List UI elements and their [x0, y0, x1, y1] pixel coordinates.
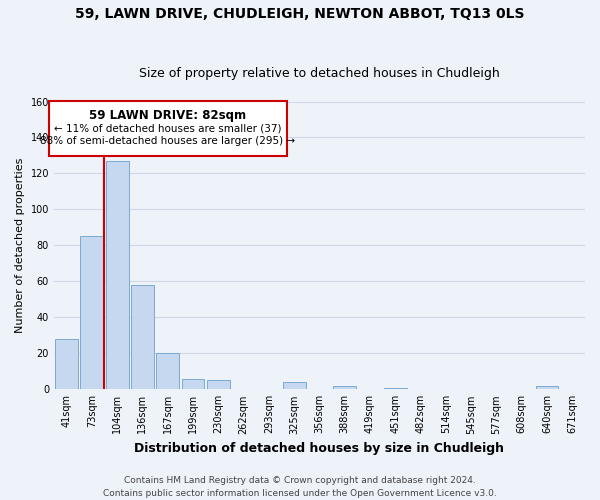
Title: Size of property relative to detached houses in Chudleigh: Size of property relative to detached ho…	[139, 66, 500, 80]
Y-axis label: Number of detached properties: Number of detached properties	[15, 158, 25, 333]
Bar	[182, 378, 205, 390]
Bar	[80, 236, 103, 390]
Text: 88% of semi-detached houses are larger (295) →: 88% of semi-detached houses are larger (…	[40, 136, 295, 145]
Text: ← 11% of detached houses are smaller (37): ← 11% of detached houses are smaller (37…	[54, 123, 281, 133]
Text: Contains HM Land Registry data © Crown copyright and database right 2024.
Contai: Contains HM Land Registry data © Crown c…	[103, 476, 497, 498]
Bar	[536, 386, 559, 390]
Bar	[55, 339, 78, 390]
Bar	[157, 354, 179, 390]
X-axis label: Distribution of detached houses by size in Chudleigh: Distribution of detached houses by size …	[134, 442, 505, 455]
Text: 59, LAWN DRIVE, CHUDLEIGH, NEWTON ABBOT, TQ13 0LS: 59, LAWN DRIVE, CHUDLEIGH, NEWTON ABBOT,…	[75, 8, 525, 22]
Bar	[384, 388, 407, 390]
Bar	[207, 380, 230, 390]
Text: 59 LAWN DRIVE: 82sqm: 59 LAWN DRIVE: 82sqm	[89, 108, 246, 122]
Bar	[131, 285, 154, 390]
Bar	[283, 382, 305, 390]
FancyBboxPatch shape	[49, 101, 287, 156]
Bar	[106, 161, 128, 390]
Bar	[334, 386, 356, 390]
